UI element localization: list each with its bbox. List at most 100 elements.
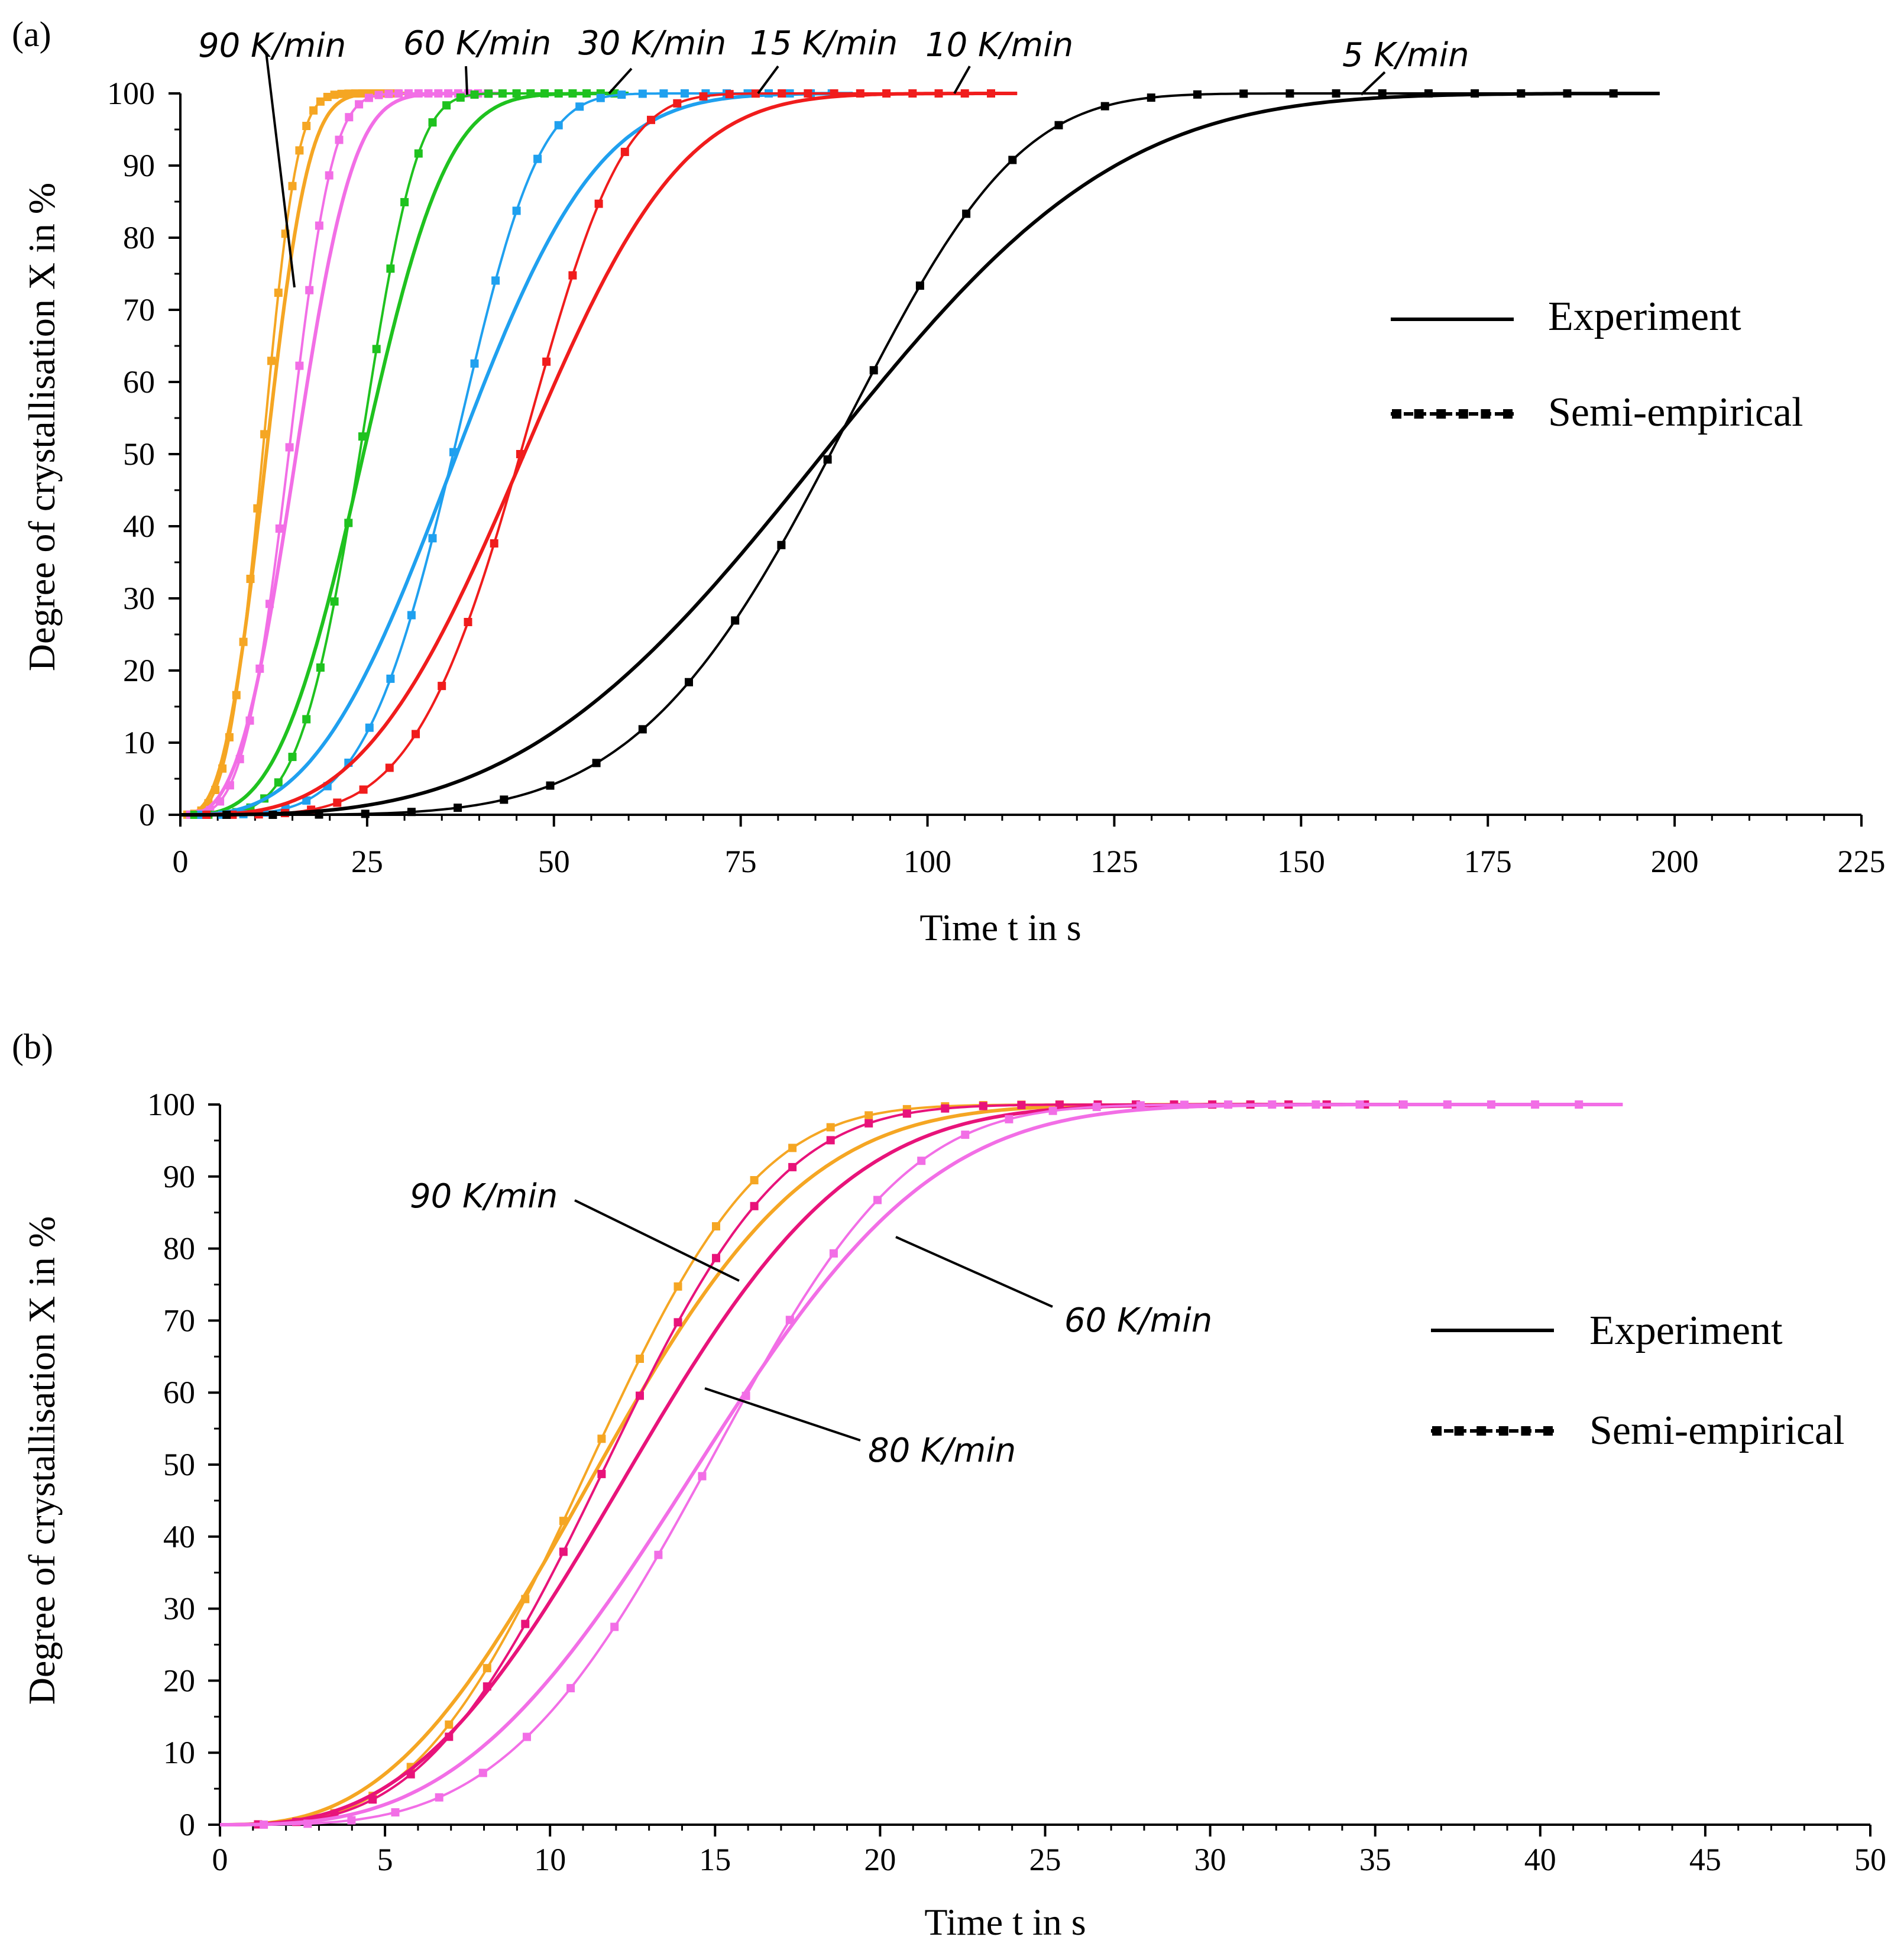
semi-empirical-marker: [568, 89, 577, 98]
semi-empirical-marker: [330, 597, 339, 606]
semi-empirical-marker: [260, 1820, 268, 1829]
panel-b-axes: 0 5 10 15 20 25 30 35 40 45 50 0 10 20 30 40 50 60 70 80 90 1…: [147, 1087, 1886, 1877]
semi-empirical-marker: [788, 1144, 797, 1152]
semi-empirical-marker: [962, 209, 971, 218]
semi-empirical-marker: [260, 430, 269, 439]
semi-empirical-marker: [1517, 89, 1526, 98]
x-tick-label: 50: [1854, 1842, 1886, 1877]
semi-empirical-marker: [470, 90, 479, 99]
semi-empirical-marker: [470, 359, 479, 368]
semi-empirical-marker: [222, 811, 231, 819]
panel-a-axes: 0 25 50 75 100 125 150 175 200 225 0 10 20 30 40 50 60 70…: [107, 76, 1886, 879]
x-tick-label: 40: [1524, 1842, 1556, 1877]
legend-marker: [1454, 1426, 1464, 1436]
semi-empirical-marker: [478, 1769, 487, 1777]
semi-empirical-marker: [829, 1249, 838, 1258]
semi-empirical-marker: [372, 345, 381, 354]
series-90-k-min: [180, 89, 405, 819]
semi-empirical-marker: [785, 1316, 794, 1324]
semi-empirical-marker: [636, 1355, 644, 1363]
semi-empirical-marker: [484, 89, 493, 98]
semi-empirical-marker: [777, 540, 786, 549]
annotation-90: 90 K/min: [410, 1177, 558, 1216]
semi-empirical-marker: [638, 725, 647, 734]
semi-empirical-marker: [498, 89, 507, 98]
semi-empirical-marker: [434, 89, 443, 98]
y-tick-label: 0: [179, 1807, 195, 1842]
semi-empirical-marker: [232, 691, 241, 699]
semi-empirical-marker: [438, 682, 446, 691]
semi-empirical-marker: [750, 1176, 759, 1184]
legend-experiment-label: Experiment: [1589, 1308, 1783, 1353]
semi-empirical-marker: [731, 616, 740, 625]
y-tick-label: 90: [163, 1159, 195, 1194]
semi-empirical-marker: [255, 664, 264, 673]
semi-empirical-marker: [246, 575, 255, 583]
semi-empirical-marker: [337, 89, 346, 98]
semi-empirical-marker: [1055, 1100, 1064, 1109]
semi-empirical-marker: [512, 89, 521, 98]
x-tick-label: 10: [534, 1842, 566, 1877]
semi-empirical-marker: [302, 715, 311, 724]
semi-empirical-marker: [961, 1131, 970, 1139]
series-5-k-min: [180, 89, 1660, 819]
semi-empirical-marker: [596, 93, 605, 102]
semi-empirical-marker: [414, 149, 423, 158]
semi-empirical-marker: [361, 809, 370, 818]
semi-empirical-marker: [568, 271, 577, 280]
semi-empirical-marker: [610, 1622, 619, 1631]
semi-empirical-marker: [315, 810, 323, 819]
semi-empirical-marker: [1355, 1100, 1364, 1109]
semi-empirical-marker: [1575, 1100, 1584, 1109]
semi-empirical-marker: [856, 89, 864, 98]
semi-empirical-marker: [680, 89, 689, 98]
x-tick-label: 25: [351, 844, 383, 879]
semi-empirical-marker: [960, 89, 969, 98]
semi-empirical-marker: [245, 716, 254, 725]
x-tick-label: 0: [173, 844, 189, 879]
semi-empirical-marker: [330, 90, 339, 99]
y-tick-label: 80: [163, 1231, 195, 1267]
semi-empirical-marker: [659, 89, 668, 98]
semi-empirical-marker: [442, 101, 451, 110]
semi-empirical-marker: [358, 89, 367, 98]
semi-empirical-marker: [712, 1222, 720, 1230]
legend-semi-empirical-markers: [1432, 1426, 1553, 1436]
semi-empirical-marker: [533, 154, 542, 163]
semi-empirical-marker: [1180, 1100, 1189, 1109]
semi-empirical-marker: [638, 89, 647, 98]
semi-empirical-marker: [915, 281, 924, 290]
semi-empirical-marker: [1399, 1100, 1408, 1109]
semi-empirical-marker: [654, 1550, 663, 1559]
semi-empirical-marker: [211, 786, 220, 794]
y-tick-label: 70: [123, 292, 155, 328]
semi-empirical-marker: [428, 534, 437, 543]
semi-empirical-marker: [1285, 89, 1294, 98]
annotation-leader-10: [953, 66, 971, 94]
y-tick-label: 10: [163, 1735, 195, 1770]
x-tick-label: 5: [377, 1842, 393, 1877]
semi-empirical-marker: [464, 618, 472, 626]
semi-empirical-marker: [359, 785, 368, 794]
legend-semi-empirical-label: Semi-empirical: [1589, 1408, 1845, 1453]
semi-empirical-marker: [344, 89, 353, 98]
semi-empirical-marker: [500, 795, 509, 804]
x-tick-label: 35: [1359, 1842, 1391, 1877]
semi-empirical-marker: [523, 1732, 531, 1741]
semi-empirical-marker: [1054, 121, 1063, 129]
panel-b-legend: Experiment Semi-empirical: [1431, 1308, 1845, 1453]
panel-a-legend: Experiment Semi-empirical: [1391, 294, 1803, 435]
semi-empirical-marker: [1147, 93, 1155, 102]
annotation-30: 30 K/min: [578, 24, 726, 63]
x-tick-label: 200: [1651, 844, 1699, 879]
annotation-leader-90: [265, 51, 296, 288]
semi-empirical-marker: [1609, 89, 1618, 98]
semi-empirical-marker: [1487, 1100, 1495, 1109]
semi-empirical-marker: [288, 753, 297, 762]
semi-empirical-marker: [917, 1157, 926, 1165]
x-tick-label: 15: [699, 1842, 731, 1877]
semi-empirical-marker: [1008, 156, 1017, 164]
semi-empirical-marker: [407, 808, 416, 817]
semi-empirical-marker: [1471, 89, 1479, 98]
semi-empirical-marker: [1531, 1100, 1540, 1109]
